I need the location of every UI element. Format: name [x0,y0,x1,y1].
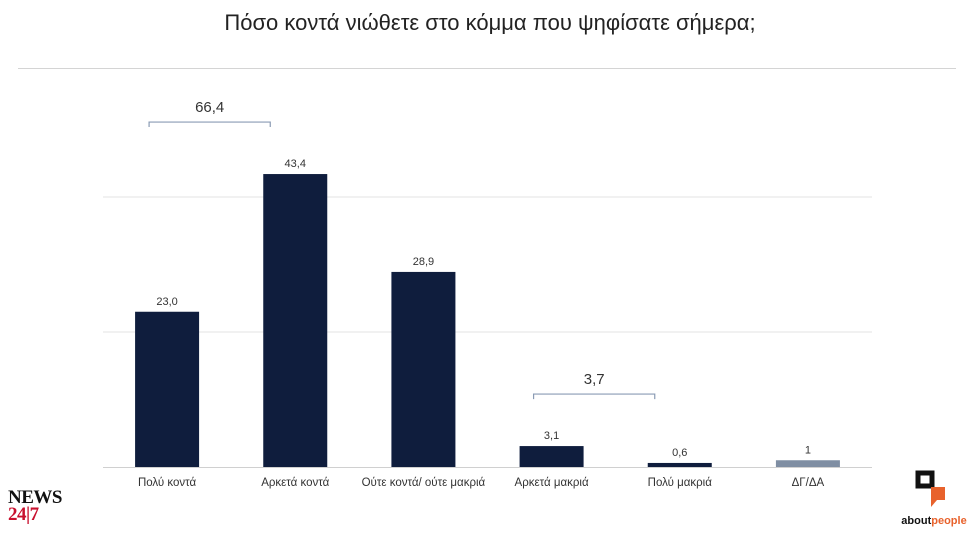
bar-1 [135,311,200,467]
aboutpeople-word-about: about [901,515,932,527]
news247-logo: NEWS 24|7 [8,487,62,525]
category-label-4: Αρκετά μακριά [515,477,589,489]
title-divider [18,68,956,69]
data-label-4: 3,1 [544,430,559,442]
group-bracket-1 [148,121,271,128]
group-total-label-1: 66,4 [195,99,224,116]
bar-6 [775,460,840,467]
data-label-5: 0,6 [672,447,687,459]
category-label-2: Αρκετά κοντά [261,477,329,489]
group-bracket-2 [532,393,656,400]
aboutpeople-mark-icon [915,470,945,507]
bar-3 [391,271,456,467]
data-label-3: 28,9 [413,256,434,268]
category-label-5: Πολύ μακριά [648,477,713,489]
bar-5 [647,462,712,467]
group-total-label-2: 3,7 [584,371,605,388]
category-label-3: Ούτε κοντά/ ούτε μακριά [362,477,486,489]
news247-logo-line2: 24|7 [8,504,39,525]
news247-logo-line1: NEWS [8,487,62,508]
bar-4 [519,446,584,467]
bar-2 [263,174,328,468]
data-label-2: 43,4 [285,158,306,170]
data-label-1: 23,0 [156,296,177,308]
category-label-6: ΔΓ/ΔΑ [792,477,825,489]
data-label-6: 1 [805,444,811,456]
category-label-1: Πολύ κοντά [138,477,197,489]
aboutpeople-wordmark: aboutpeople [893,515,975,527]
chart-title: Πόσο κοντά νιώθετε στο κόμμα που ψηφίσατ… [224,10,756,35]
aboutpeople-logo: aboutpeople [893,470,975,530]
aboutpeople-word-people: people [931,515,967,527]
